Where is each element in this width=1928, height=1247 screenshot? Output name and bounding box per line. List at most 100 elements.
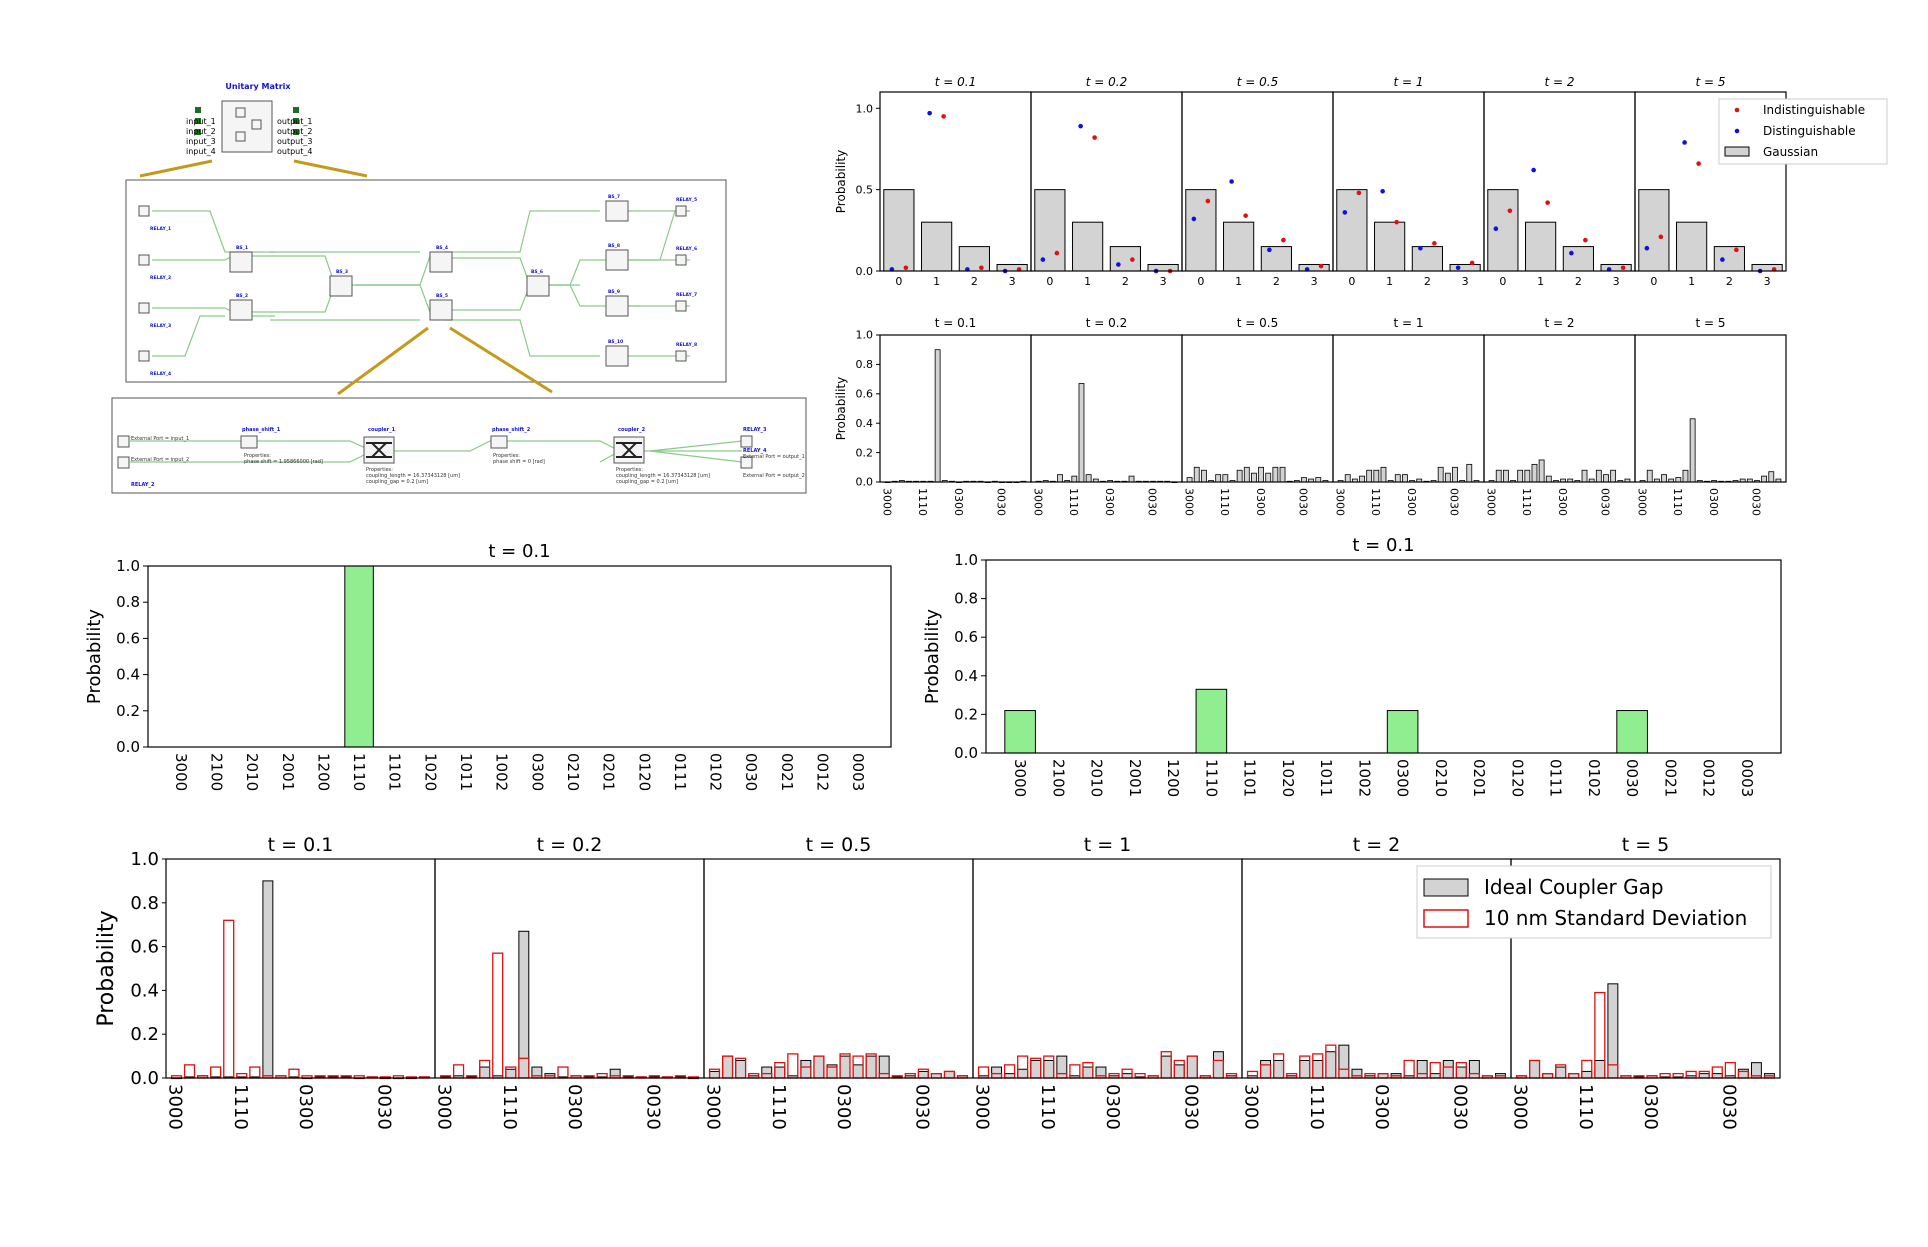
panel-b-x-tick: 0030: [1297, 488, 1310, 516]
panel-c-x-tick: 3000: [172, 753, 190, 791]
panel-a-indistinguishable-point: [1583, 237, 1588, 243]
panel-e-coupler-gap-comparison: t = 0.1 3000 1110 0300 0030 t = 0.2 3000 1110 03…: [94, 834, 1781, 1130]
panel-b-bar: [1301, 477, 1307, 483]
panel-e-deviation-bar: [1455, 1062, 1467, 1079]
panel-d-x-tick: 2010: [1088, 759, 1106, 797]
panel-e-deviation-bar: [839, 1053, 851, 1079]
panel-a-gaussian-bar: [1185, 189, 1217, 272]
panel-c-x-tick: 1020: [421, 753, 439, 791]
panel-c-y-tick: 0.4: [116, 666, 140, 684]
panel-d-y-label: Probability: [922, 609, 943, 704]
relay-2-label: RELAY_2: [150, 275, 171, 281]
panel-e-deviation-bar: [1737, 1070, 1749, 1079]
panel-a-subplot-title: t = 1: [1393, 75, 1423, 89]
panel-e-deviation-bar: [1225, 1072, 1238, 1079]
panel-e-deviation-bar: [1685, 1070, 1697, 1079]
panel-e-deviation-bar: [1528, 1059, 1541, 1079]
panel-e-deviation-bar: [518, 1057, 530, 1079]
unitary-matrix-title: Unitary Matrix: [225, 82, 291, 91]
panel-a-y-tick: 1.0: [856, 102, 874, 115]
panel-b-subplot-title: t = 2: [1544, 316, 1574, 330]
coupler-1-label: coupler_1: [368, 427, 396, 433]
bs-9-label: BS_9: [608, 289, 620, 295]
bs-1-label: BS_1: [236, 245, 248, 251]
panel-b-x-tick: 0300: [1707, 488, 1720, 516]
panel-b-subplot-title: t = 0.2: [1086, 316, 1127, 330]
panel-a-x-tick: 1: [1084, 275, 1091, 288]
panel-a-gaussian-bar: [1600, 263, 1632, 272]
panel-b-bar: [1078, 383, 1085, 483]
panel-c-x-tick: 0012: [814, 753, 832, 791]
panel-e-legend-ideal-swatch: [1423, 878, 1469, 897]
panel-b-x-tick: 3000: [1031, 488, 1044, 516]
panel-a-subplot-title: t = 0.1: [935, 75, 976, 89]
panel-a-subplot-title: t = 5: [1695, 75, 1725, 89]
panel-a-gaussian-bar: [1109, 246, 1141, 272]
panel-b-subplot-frame: [879, 334, 1032, 483]
panel-a-gaussian-bar: [1298, 263, 1330, 272]
panel-d-x-tick: 1011: [1317, 759, 1335, 797]
panel-d-y-tick: 0.6: [954, 628, 978, 646]
input-1-label: input_1: [186, 117, 216, 126]
panel-a-distinguishable-point: [1342, 210, 1348, 215]
panel-a-x-tick: 3: [1160, 275, 1167, 288]
panel-b-y-tick: 0.6: [856, 387, 874, 400]
panel-a-x-tick: 1: [1235, 275, 1242, 288]
panel-a-distinguishable-point: [1267, 247, 1272, 253]
panel-e-deviation-bar: [1594, 991, 1606, 1079]
bs-2-label: BS_2: [236, 293, 248, 299]
panel-c-x-tick: 0210: [564, 753, 582, 791]
panel-d-y-tick: 0.4: [954, 667, 978, 685]
panel-a-x-tick: 0: [1348, 275, 1355, 288]
panel-b-subplot-frame: [1332, 334, 1485, 483]
panel-a-gaussian-bar: [958, 246, 990, 272]
panel-a-indistinguishable-point: [1092, 135, 1097, 140]
panel-a-gaussian-bar: [1562, 246, 1594, 272]
panel-b-bar: [1279, 466, 1286, 483]
panel-a-indistinguishable-point: [1658, 234, 1664, 240]
phase-shift-2-block[interactable]: [490, 435, 508, 449]
panel-e-x-tick: 0300: [1102, 1084, 1123, 1130]
panel-d-x-tick: 1110: [1202, 759, 1220, 797]
panel-d-y-tick: 1.0: [954, 551, 978, 569]
panel-b-bar: [1661, 474, 1667, 483]
panel-b-subplot-title: t = 0.5: [1237, 316, 1278, 330]
panel-d-x-tick: 0021: [1661, 759, 1679, 797]
ext-in-2: External Port = input_2: [131, 457, 189, 463]
panel-b-bar: [1265, 472, 1272, 483]
panel-e-deviation-bar: [721, 1055, 734, 1079]
panel-a-y-label: Probability: [834, 150, 848, 213]
panel-a-distinguishable-point: [1531, 167, 1536, 173]
panel-e-deviation-bar: [1377, 1072, 1389, 1079]
panel-a-gaussian-bar: [883, 189, 915, 272]
panel-e-deviation-bar: [774, 1062, 786, 1079]
panel-d-x-tick: 0201: [1470, 759, 1488, 797]
detail-port-in-1: [117, 435, 130, 448]
panel-d-bar: [1616, 710, 1648, 754]
panel-e-deviation-bar: [210, 1066, 222, 1079]
panel-e-x-tick: 0300: [295, 1084, 316, 1130]
panel-a-gaussian-bar: [1638, 189, 1670, 272]
panel-a-x-tick: 3: [1462, 275, 1469, 288]
panel-b-x-tick: 0300: [1254, 488, 1267, 516]
panel-b-bar: [1603, 474, 1609, 483]
coupler-2-props-head: Properties:: [616, 467, 643, 473]
panel-e-deviation-bar: [1004, 1064, 1016, 1079]
coupler-2-props-a: coupling_length = 16.37343128 [um]: [616, 473, 710, 479]
panel-e-deviation-bar: [917, 1068, 929, 1079]
bs-4-label: BS_4: [436, 245, 448, 251]
panel-e-deviation-bar: [878, 1072, 890, 1079]
panel-e-x-tick: 0300: [1371, 1084, 1392, 1130]
panel-e-deviation-bar: [1672, 1072, 1684, 1079]
panel-b-bar: [1538, 459, 1545, 483]
panel-b-bar: [1071, 475, 1078, 483]
panel-c-y-label: Probability: [84, 609, 105, 704]
panel-b-bar: [1595, 469, 1602, 483]
unitary-matrix-block[interactable]: [221, 100, 273, 153]
relay-7-label: RELAY_7: [676, 292, 697, 298]
panel-a-x-tick: 0: [895, 275, 902, 288]
phase-shift-1-block[interactable]: [240, 435, 258, 449]
coupler-1-props-a: coupling_length = 16.37343128 [um]: [366, 473, 460, 479]
panel-e-legend: Ideal Coupler Gap 10 nm Standard Deviatio…: [1416, 865, 1772, 939]
panel-d-frame: [985, 559, 1782, 754]
